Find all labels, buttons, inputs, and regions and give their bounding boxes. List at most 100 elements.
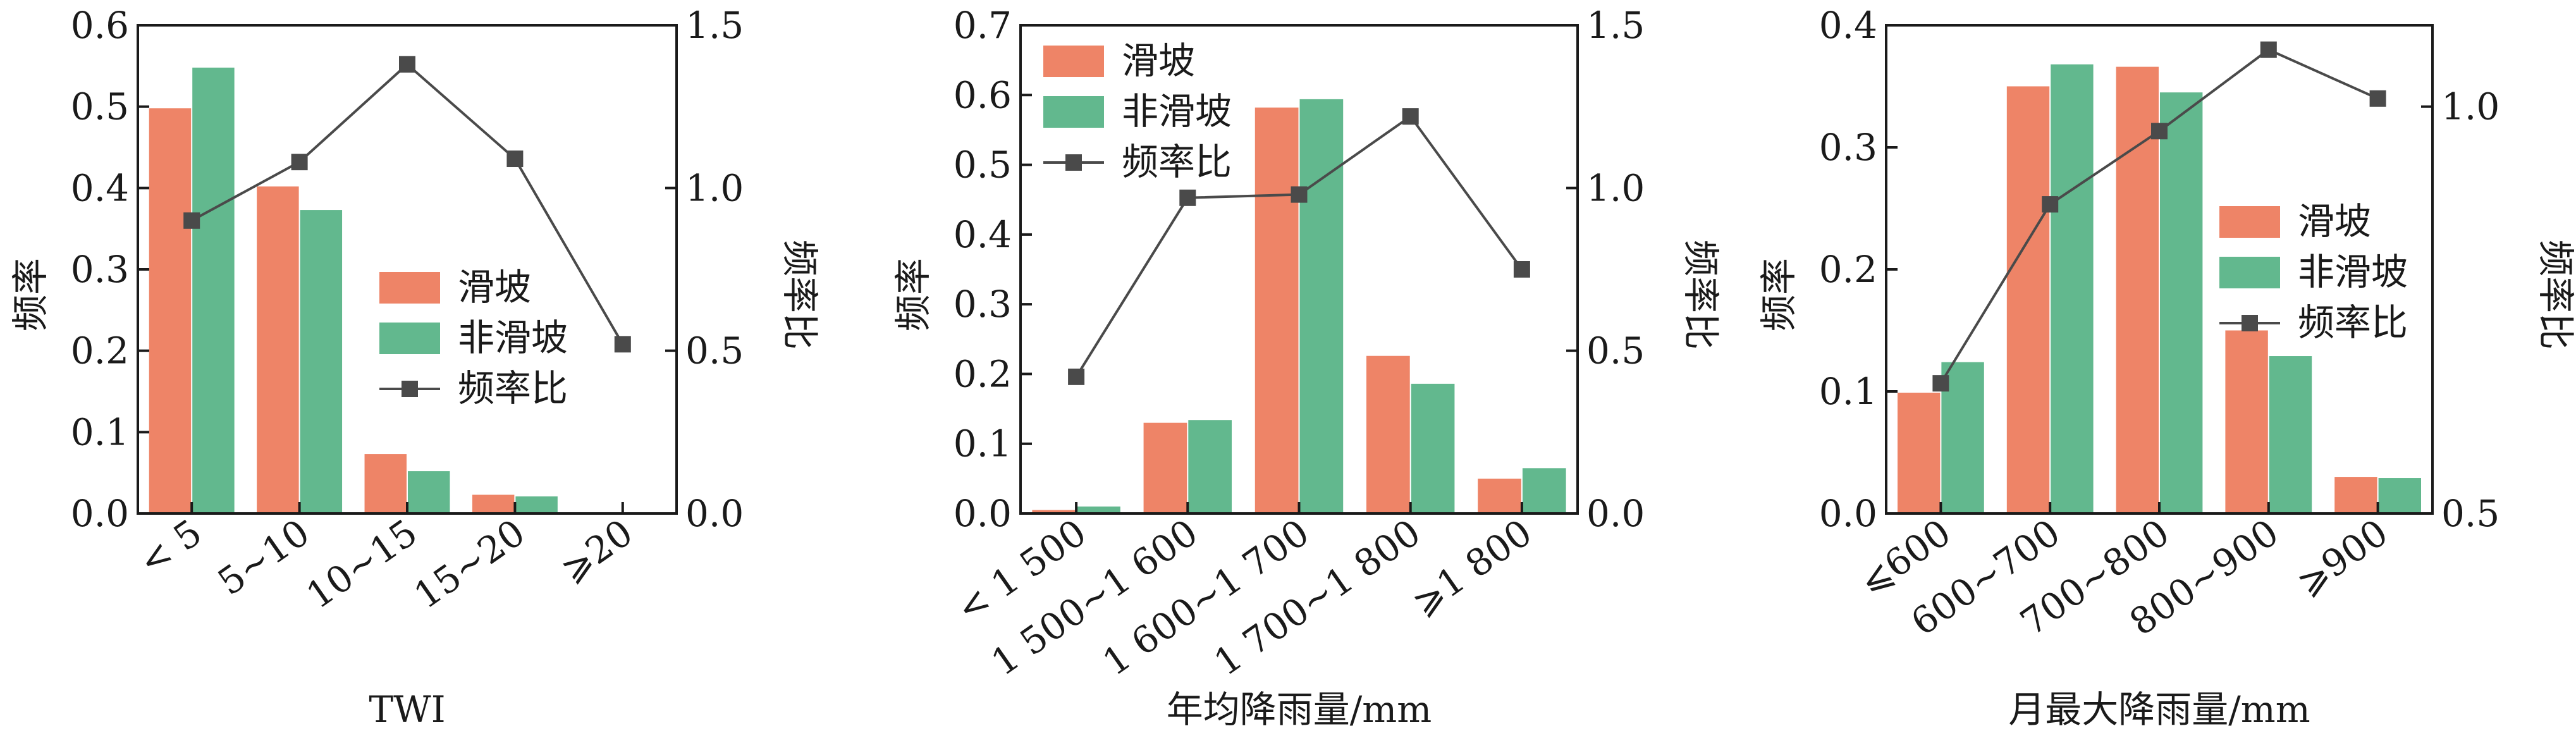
frequency-ratio-marker bbox=[183, 212, 200, 229]
y-axis-title: 频率 bbox=[9, 258, 52, 331]
non-landslide-bar bbox=[2051, 64, 2094, 513]
landslide-bar bbox=[1898, 392, 1941, 513]
y-tick-label: 0.6 bbox=[71, 4, 129, 47]
legend-marker-ratio bbox=[402, 381, 418, 397]
y2-tick-label: 0.5 bbox=[2441, 492, 2499, 535]
frequency-ratio-marker bbox=[1291, 186, 1308, 203]
landslide-bar bbox=[364, 454, 407, 513]
frequency-ratio-marker bbox=[2260, 41, 2277, 58]
landslide-bar bbox=[2334, 477, 2377, 513]
legend-label: 非滑坡 bbox=[2298, 250, 2408, 293]
frequency-ratio-marker bbox=[291, 154, 308, 171]
y-tick-label: 0.7 bbox=[954, 4, 1012, 47]
x-tick-label: ⩾1 800 bbox=[1404, 511, 1540, 624]
y-axis-title: 频率 bbox=[1757, 258, 1800, 331]
x-tick-label: 10~15 bbox=[298, 511, 425, 617]
landslide-bar bbox=[1254, 108, 1299, 513]
landslide-bar bbox=[1143, 422, 1187, 513]
legend-label: 频率比 bbox=[1122, 140, 1232, 183]
frequency-ratio-marker bbox=[1179, 189, 1196, 206]
legend-marker-ratio bbox=[2242, 315, 2258, 331]
y-tick-label: 0.3 bbox=[1819, 126, 1877, 169]
legend-swatch-non-landslide bbox=[2219, 257, 2280, 288]
legend-label: 滑坡 bbox=[458, 266, 531, 309]
y-tick-label: 0.0 bbox=[71, 492, 129, 535]
legend-label: 滑坡 bbox=[2298, 200, 2371, 243]
y-axis-title: 频率 bbox=[892, 258, 935, 331]
non-landslide-bar bbox=[1188, 420, 1232, 513]
y-tick-label: 0.2 bbox=[1819, 248, 1877, 291]
y-tick-label: 0.4 bbox=[954, 213, 1012, 256]
y2-tick-label: 1.0 bbox=[685, 166, 744, 209]
x-tick-label: 15~20 bbox=[407, 511, 533, 617]
y2-axis-title: 频率比 bbox=[1679, 240, 1722, 350]
y2-axis-title: 频率比 bbox=[778, 240, 821, 350]
frequency-ratio-marker bbox=[2042, 196, 2059, 213]
y2-tick-label: 1.0 bbox=[1586, 166, 1645, 209]
y-tick-label: 0.5 bbox=[954, 144, 1012, 187]
legend-label: 频率比 bbox=[2298, 301, 2408, 344]
non-landslide-bar bbox=[300, 210, 343, 513]
chart-panel-1: 0.0 0.1 0.2 0.3 0.4 0.5 0.6 0.0 0.5 1.0 1.5 < 5 5~10… bbox=[9, 4, 821, 731]
non-landslide-bar bbox=[2160, 92, 2203, 513]
legend-swatch-landslide bbox=[379, 272, 440, 304]
frequency-ratio-marker bbox=[614, 336, 631, 353]
legend-label: 非滑坡 bbox=[1122, 90, 1232, 133]
landslide-bar bbox=[1366, 355, 1410, 513]
y-tick-label: 0.6 bbox=[954, 73, 1012, 116]
y-tick-label: 0.1 bbox=[1819, 370, 1877, 413]
x-axis-title: 月最大降雨量/mm bbox=[2008, 688, 2310, 731]
y-tick-label: 0.1 bbox=[71, 410, 129, 453]
frequency-ratio-marker bbox=[2369, 90, 2386, 107]
frequency-ratio-marker bbox=[1068, 368, 1085, 385]
non-landslide-bar bbox=[1077, 506, 1120, 513]
frequency-ratio-marker bbox=[1513, 261, 1530, 278]
y-tick-label: 0.3 bbox=[954, 283, 1012, 326]
y2-axis-title: 频率比 bbox=[2534, 240, 2576, 350]
x-axis-title: 年均降雨量/mm bbox=[1167, 688, 1432, 731]
frequency-ratio-marker bbox=[1932, 375, 1949, 392]
legend-swatch-landslide bbox=[1043, 46, 1104, 77]
chart-panel-2: 0.00.10.20.30.40.50.60.70.00.51.01.5< 1 … bbox=[892, 4, 1722, 731]
landslide-bar bbox=[2116, 66, 2159, 514]
non-landslide-bar bbox=[515, 496, 558, 513]
chart-panel-3: 0.00.10.20.30.40.51.0⩽600600~700700~8008… bbox=[1757, 4, 2576, 731]
y-tick-label: 0.5 bbox=[71, 85, 129, 128]
plot-frame bbox=[1019, 24, 1579, 515]
y-tick-label: 0.1 bbox=[954, 422, 1012, 465]
non-landslide-bar bbox=[2378, 478, 2421, 513]
legend-label: 滑坡 bbox=[1122, 39, 1195, 82]
landslide-bar bbox=[472, 495, 515, 513]
x-axis-title: TWI bbox=[369, 688, 445, 731]
y-tick-label: 0.3 bbox=[71, 248, 129, 291]
y-tick-label: 0.0 bbox=[1819, 492, 1877, 535]
y2-tick-label: 1.0 bbox=[2441, 85, 2499, 128]
y2-tick-label: 0.5 bbox=[685, 329, 744, 372]
legend-label: 频率比 bbox=[458, 367, 568, 410]
y-tick-label: 0.2 bbox=[71, 329, 129, 372]
legend-swatch-non-landslide bbox=[379, 323, 440, 354]
landslide-bar bbox=[257, 186, 299, 513]
non-landslide-bar bbox=[192, 67, 235, 513]
y2-tick-label: 1.5 bbox=[1586, 4, 1645, 47]
frequency-ratio-marker bbox=[399, 56, 415, 73]
non-landslide-bar bbox=[1299, 99, 1344, 514]
legend-swatch-landslide bbox=[2219, 206, 2280, 238]
x-tick-label: ⩾20 bbox=[553, 511, 641, 591]
non-landslide-bar bbox=[2269, 356, 2312, 513]
non-landslide-bar bbox=[1411, 383, 1455, 513]
y-tick-label: 0.4 bbox=[71, 166, 129, 209]
landslide-bar bbox=[2006, 86, 2050, 513]
y2-tick-label: 0.5 bbox=[1586, 329, 1645, 372]
landslide-bar bbox=[1478, 478, 1521, 513]
legend-swatch-non-landslide bbox=[1043, 96, 1104, 128]
x-tick-label: 5~10 bbox=[210, 511, 317, 604]
y2-tick-label: 0.0 bbox=[1586, 492, 1645, 535]
landslide-bar bbox=[149, 108, 192, 514]
y-tick-label: 0.0 bbox=[954, 492, 1012, 535]
frequency-ratio-marker bbox=[506, 151, 524, 168]
